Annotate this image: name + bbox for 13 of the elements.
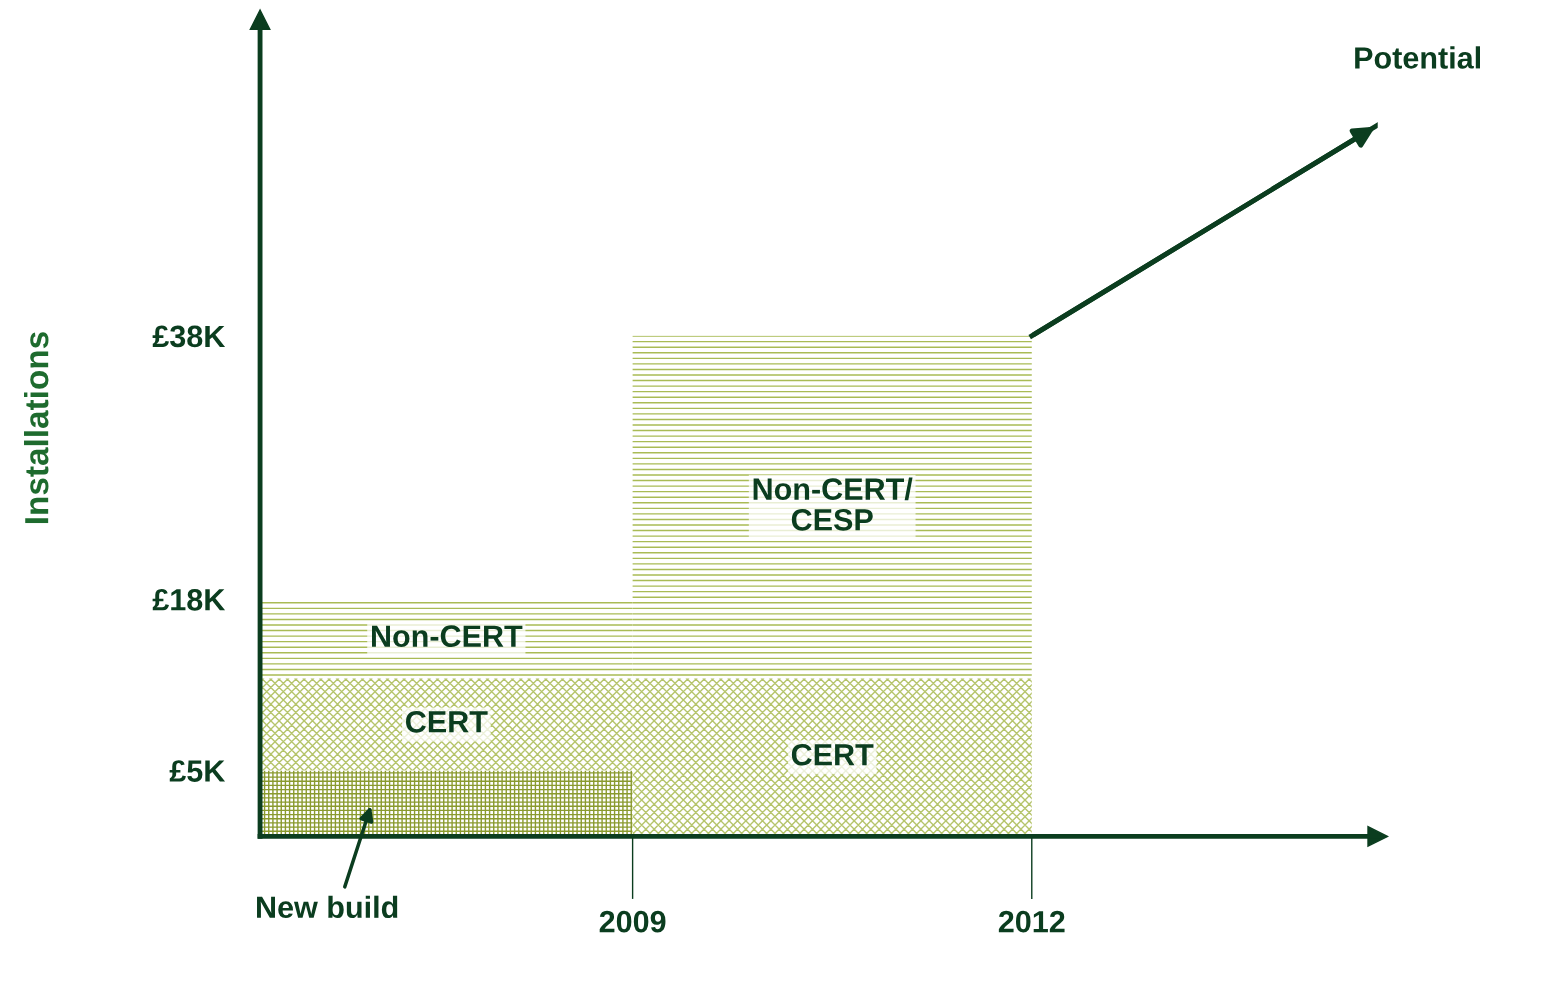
y-tick-label: £5K <box>169 760 226 782</box>
y-axis-title: Installations <box>24 332 49 524</box>
series-label: Non-CERT/ CESP <box>753 477 913 531</box>
series-label: Potential <box>1355 46 1480 69</box>
text: CERT <box>791 743 874 766</box>
series-label: Non-CERT <box>372 625 523 648</box>
series-label: CERT <box>406 711 488 733</box>
x-tick-label: 2012 <box>998 910 1065 933</box>
x-tick-label: 2009 <box>599 910 666 933</box>
y-tick-label: £38K <box>152 325 226 348</box>
bar <box>632 335 1032 679</box>
series-label: New build <box>257 895 398 919</box>
y-tick-label: £18K <box>152 589 226 611</box>
